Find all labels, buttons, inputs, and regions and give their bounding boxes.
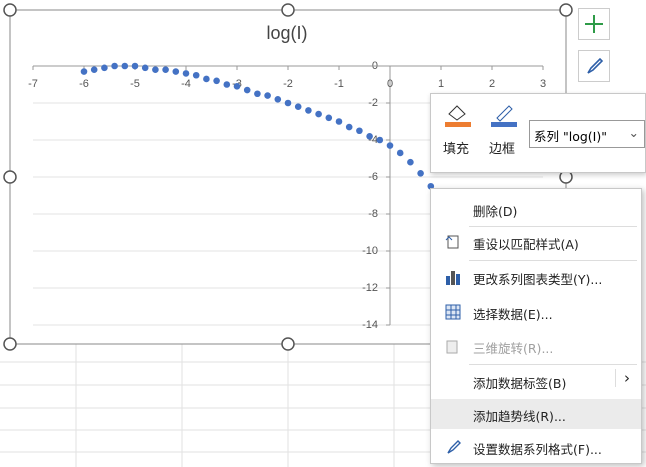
menu-item[interactable]: 设置数据系列格式(F)...: [431, 432, 641, 462]
plus-icon: [585, 15, 603, 33]
menu-item[interactable]: 选择数据(E)...: [431, 297, 641, 327]
y-tick-label: -2: [368, 97, 378, 109]
data-point: [274, 96, 282, 103]
data-point: [264, 92, 271, 99]
data-point: [284, 99, 292, 107]
data-point: [356, 127, 363, 135]
data-point: [172, 68, 180, 75]
separator: [469, 226, 637, 227]
data-point: [90, 66, 98, 73]
separator: [469, 260, 637, 261]
data-point: [325, 114, 333, 122]
chart-elements-button[interactable]: [578, 8, 610, 40]
y-tick-label: -8: [368, 208, 378, 220]
menu-text: 添加趋势线(R)...: [473, 409, 566, 424]
data-point: [80, 68, 88, 75]
menu-item: 三维旋转(R)...: [431, 331, 641, 361]
y-tick-label: -4: [368, 134, 378, 146]
menu-item[interactable]: 删除(D): [431, 194, 641, 224]
menu-text: 三维旋转(R)...: [473, 341, 554, 356]
data-point: [162, 66, 169, 73]
data-point: [386, 142, 394, 149]
menu-item[interactable]: 更改系列图表类型(Y)...: [431, 262, 641, 292]
menu-text: 删除(D): [473, 204, 518, 219]
border-label[interactable]: 边框: [489, 142, 516, 157]
x-tick-label: -6: [79, 78, 89, 90]
data-point: [213, 77, 220, 85]
context-menu: 删除(D) 重设以匹配样式(A) 更改系列图表类型(Y)... 选择数据(E).…: [430, 188, 642, 464]
data-point: [243, 86, 251, 94]
menu-item[interactable]: 添加数据标签(B) ›: [431, 366, 641, 396]
data-point: [396, 149, 404, 157]
data-point: [315, 110, 322, 118]
data-point: [141, 64, 149, 72]
select-data-icon: [445, 304, 461, 320]
rotate-icon: [446, 340, 458, 354]
mini-toolbar: 填充 边框 系列 "log(I)" ⌄: [430, 93, 646, 173]
x-tick-label: 0: [387, 78, 393, 90]
menu-text: 选择数据(E)...: [473, 307, 553, 322]
y-tick-label: -14: [362, 319, 378, 331]
data-point: [131, 62, 139, 70]
chart-type-icon: [446, 271, 460, 285]
data-point: [417, 170, 424, 177]
data-point: [223, 81, 231, 88]
x-tick-label: 3: [540, 78, 546, 90]
chart-title: log(I): [266, 23, 307, 43]
fill-icon[interactable]: [443, 100, 473, 130]
data-point: [121, 62, 129, 70]
separator: [469, 364, 637, 365]
data-point: [203, 75, 210, 83]
data-point: [294, 103, 302, 110]
x-tick-label: -1: [334, 78, 344, 90]
chart-styles-button[interactable]: [578, 50, 610, 82]
data-point: [192, 71, 200, 79]
format-icon: [447, 440, 461, 454]
data-point: [366, 133, 373, 140]
data-point: [254, 90, 261, 98]
submenu-arrow: ›: [615, 369, 630, 387]
border-icon[interactable]: [489, 100, 523, 130]
x-tick-label: -4: [181, 78, 191, 90]
data-point: [345, 123, 353, 131]
data-point: [152, 66, 159, 73]
data-point: [305, 107, 312, 114]
data-point: [182, 70, 190, 77]
data-point: [101, 64, 108, 72]
series-select-text: 系列 "log(I)": [534, 129, 607, 144]
x-tick-label: -5: [130, 78, 140, 90]
y-tick-label: -10: [362, 245, 378, 257]
data-point: [335, 118, 343, 125]
data-point: [427, 182, 435, 190]
menu-text: 更改系列图表类型(Y)...: [473, 272, 603, 287]
menu-item[interactable]: 添加趋势线(R)...: [431, 399, 641, 429]
menu-item[interactable]: 重设以匹配样式(A): [431, 227, 641, 257]
menu-text: 添加数据标签(B): [473, 376, 567, 391]
reset-icon: [445, 235, 459, 249]
menu-text: 重设以匹配样式(A): [473, 237, 579, 252]
brush-icon: [587, 57, 604, 74]
x-tick-label: -7: [28, 78, 38, 90]
data-point: [407, 158, 414, 166]
fill-label[interactable]: 填充: [443, 142, 470, 157]
menu-text: 设置数据系列格式(F)...: [473, 442, 602, 457]
y-tick-label: -6: [368, 171, 378, 183]
data-point: [376, 136, 384, 144]
y-tick-label: -12: [362, 282, 378, 294]
x-tick-label: 1: [438, 78, 444, 90]
x-tick-label: 2: [489, 78, 495, 90]
x-tick-label: -2: [283, 78, 293, 90]
data-point: [233, 83, 241, 90]
data-point: [111, 62, 118, 70]
series-dropdown[interactable]: 系列 "log(I)" ⌄: [529, 120, 645, 148]
dropdown-arrow: ⌄: [628, 125, 639, 140]
